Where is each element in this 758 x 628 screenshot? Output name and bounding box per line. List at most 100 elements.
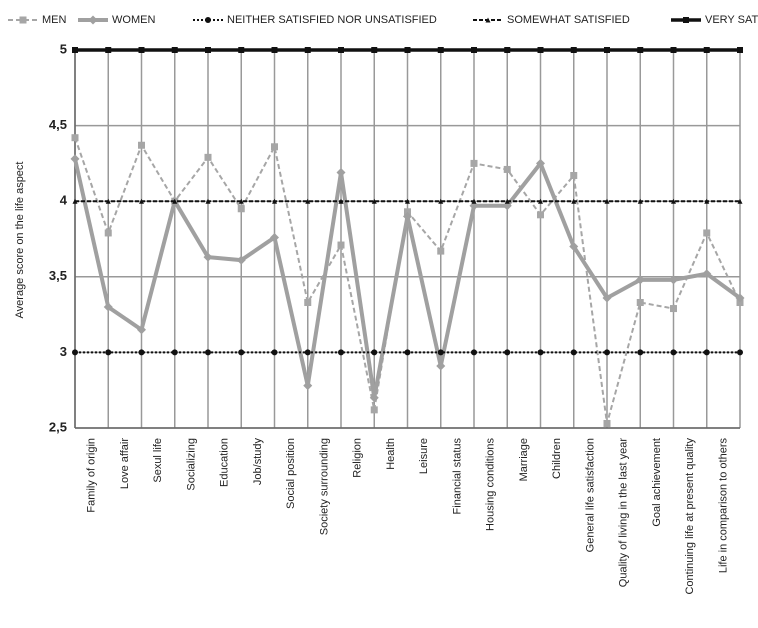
marker: [304, 299, 312, 307]
legend-label: NEITHER SATISFIED NOR UNSATISFIED: [227, 14, 437, 26]
y-tick-label: 4: [60, 193, 68, 208]
marker: [369, 393, 379, 403]
marker: [370, 406, 378, 414]
marker: [88, 15, 98, 25]
marker: [205, 47, 211, 53]
marker: [72, 349, 78, 356]
x-tick-label: Housing conditions: [485, 438, 497, 531]
x-tick-label: General life satisfaction: [584, 438, 596, 552]
marker: [72, 47, 78, 53]
marker: [304, 349, 311, 356]
marker: [671, 198, 676, 204]
marker: [404, 47, 411, 53]
legend-label: WOMEN: [112, 14, 155, 26]
marker: [19, 16, 27, 24]
marker: [704, 198, 710, 204]
marker: [604, 349, 610, 356]
marker: [438, 198, 444, 204]
x-tick-label: Health: [385, 438, 397, 470]
marker: [504, 47, 511, 53]
marker: [71, 134, 79, 142]
marker: [238, 198, 244, 204]
marker: [305, 198, 311, 204]
legend-item: WOMEN: [78, 14, 155, 26]
marker: [437, 47, 444, 53]
marker: [604, 47, 610, 53]
marker: [538, 198, 543, 204]
marker: [371, 198, 377, 204]
legend-item: VERY SATISFIED: [671, 14, 758, 26]
marker: [736, 299, 744, 307]
marker: [172, 198, 178, 204]
series: [72, 198, 743, 204]
marker: [171, 47, 178, 53]
x-tick-label: Job/study: [252, 438, 264, 486]
marker: [670, 349, 677, 356]
marker: [337, 241, 345, 249]
marker: [702, 269, 712, 279]
x-tick-label: Social position: [285, 438, 297, 509]
marker: [236, 255, 246, 265]
marker: [137, 325, 146, 335]
marker: [569, 242, 579, 252]
x-tick-label: Sexul life: [152, 438, 164, 483]
marker: [604, 198, 610, 204]
marker: [271, 47, 278, 53]
x-tick-label: Goal achievement: [651, 438, 663, 527]
marker: [670, 305, 677, 313]
marker: [104, 229, 112, 237]
marker: [670, 47, 677, 53]
marker: [504, 349, 511, 356]
marker: [371, 47, 378, 53]
series: [72, 349, 743, 356]
marker: [270, 232, 279, 242]
legend-label: SOMEWHAT SATISFIED: [507, 14, 630, 26]
x-tick-label: Leisure: [418, 438, 430, 474]
x-tick-label: Children: [551, 438, 563, 479]
legend-item: MEN: [8, 14, 67, 26]
marker: [238, 47, 245, 53]
marker: [338, 349, 344, 356]
marker: [238, 349, 245, 356]
x-tick-label: Society surrounding: [318, 438, 330, 535]
marker: [570, 171, 578, 179]
marker: [737, 198, 743, 204]
x-tick-label: Religion: [352, 438, 364, 478]
marker: [635, 275, 645, 285]
marker: [485, 17, 491, 23]
marker: [171, 349, 178, 356]
x-tick-label: Socializing: [185, 438, 197, 491]
marker: [603, 419, 611, 427]
marker: [204, 153, 212, 161]
x-tick-label: Continuing life at present quality: [684, 438, 696, 595]
marker: [436, 361, 446, 371]
x-tick-label: Quality of living in the last year: [618, 438, 630, 588]
marker: [703, 47, 710, 53]
y-tick-label: 4,5: [49, 117, 67, 132]
marker: [536, 158, 545, 168]
marker: [205, 198, 211, 204]
marker: [70, 154, 80, 164]
marker: [304, 47, 311, 53]
marker: [203, 252, 213, 262]
marker: [703, 349, 710, 356]
marker: [537, 47, 544, 53]
marker: [636, 299, 644, 307]
marker: [570, 47, 577, 53]
marker: [237, 205, 245, 213]
marker: [138, 47, 145, 53]
y-tick-label: 5: [60, 41, 67, 56]
marker: [405, 198, 410, 204]
marker: [103, 302, 113, 312]
x-tick-label: Family of origin: [86, 438, 98, 513]
y-tick-label: 3: [60, 344, 67, 359]
marker: [138, 141, 145, 149]
marker: [503, 165, 511, 173]
marker: [271, 349, 278, 356]
legend-item: NEITHER SATISFIED NOR UNSATISFIED: [193, 14, 437, 26]
marker: [470, 159, 478, 167]
x-tick-label: Life in comparison to others: [717, 438, 729, 574]
marker: [72, 198, 78, 204]
marker: [105, 47, 112, 53]
